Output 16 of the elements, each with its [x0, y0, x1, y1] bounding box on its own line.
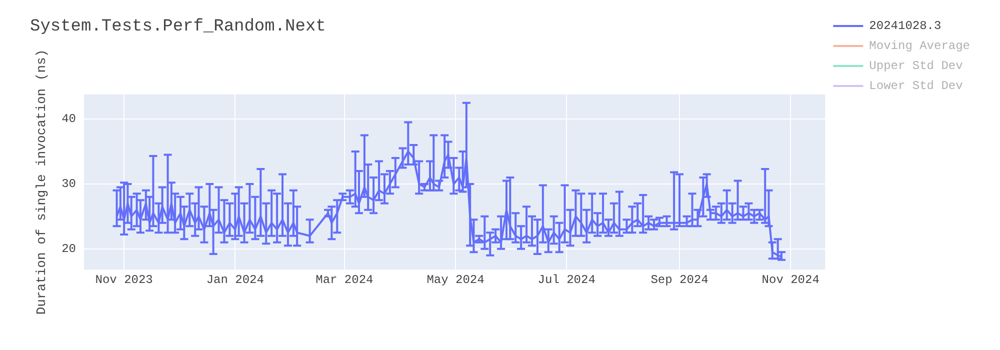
x-tick-label: May 2024 [426, 272, 484, 287]
chart-title: System.Tests.Perf_Random.Next [30, 18, 326, 37]
legend-label: Moving Average [869, 39, 970, 54]
x-tick-label: Mar 2024 [316, 272, 374, 287]
x-tick-label: Jan 2024 [206, 272, 264, 287]
y-tick-label: 30 [62, 177, 76, 192]
legend-label: Lower Std Dev [869, 79, 963, 94]
y-tick-label: 20 [62, 242, 76, 256]
x-tick-label: Nov 2023 [95, 272, 153, 287]
x-tick-label: Sep 2024 [650, 272, 708, 287]
y-tick-label: 40 [62, 112, 76, 126]
x-tick-label: Jul 2024 [538, 272, 596, 287]
legend-label: 20241028.3 [869, 19, 942, 34]
legend-label: Upper Std Dev [869, 59, 963, 74]
x-tick-label: Nov 2024 [762, 272, 820, 287]
y-axis-title: Duration of single invocation (ns) [34, 49, 50, 315]
